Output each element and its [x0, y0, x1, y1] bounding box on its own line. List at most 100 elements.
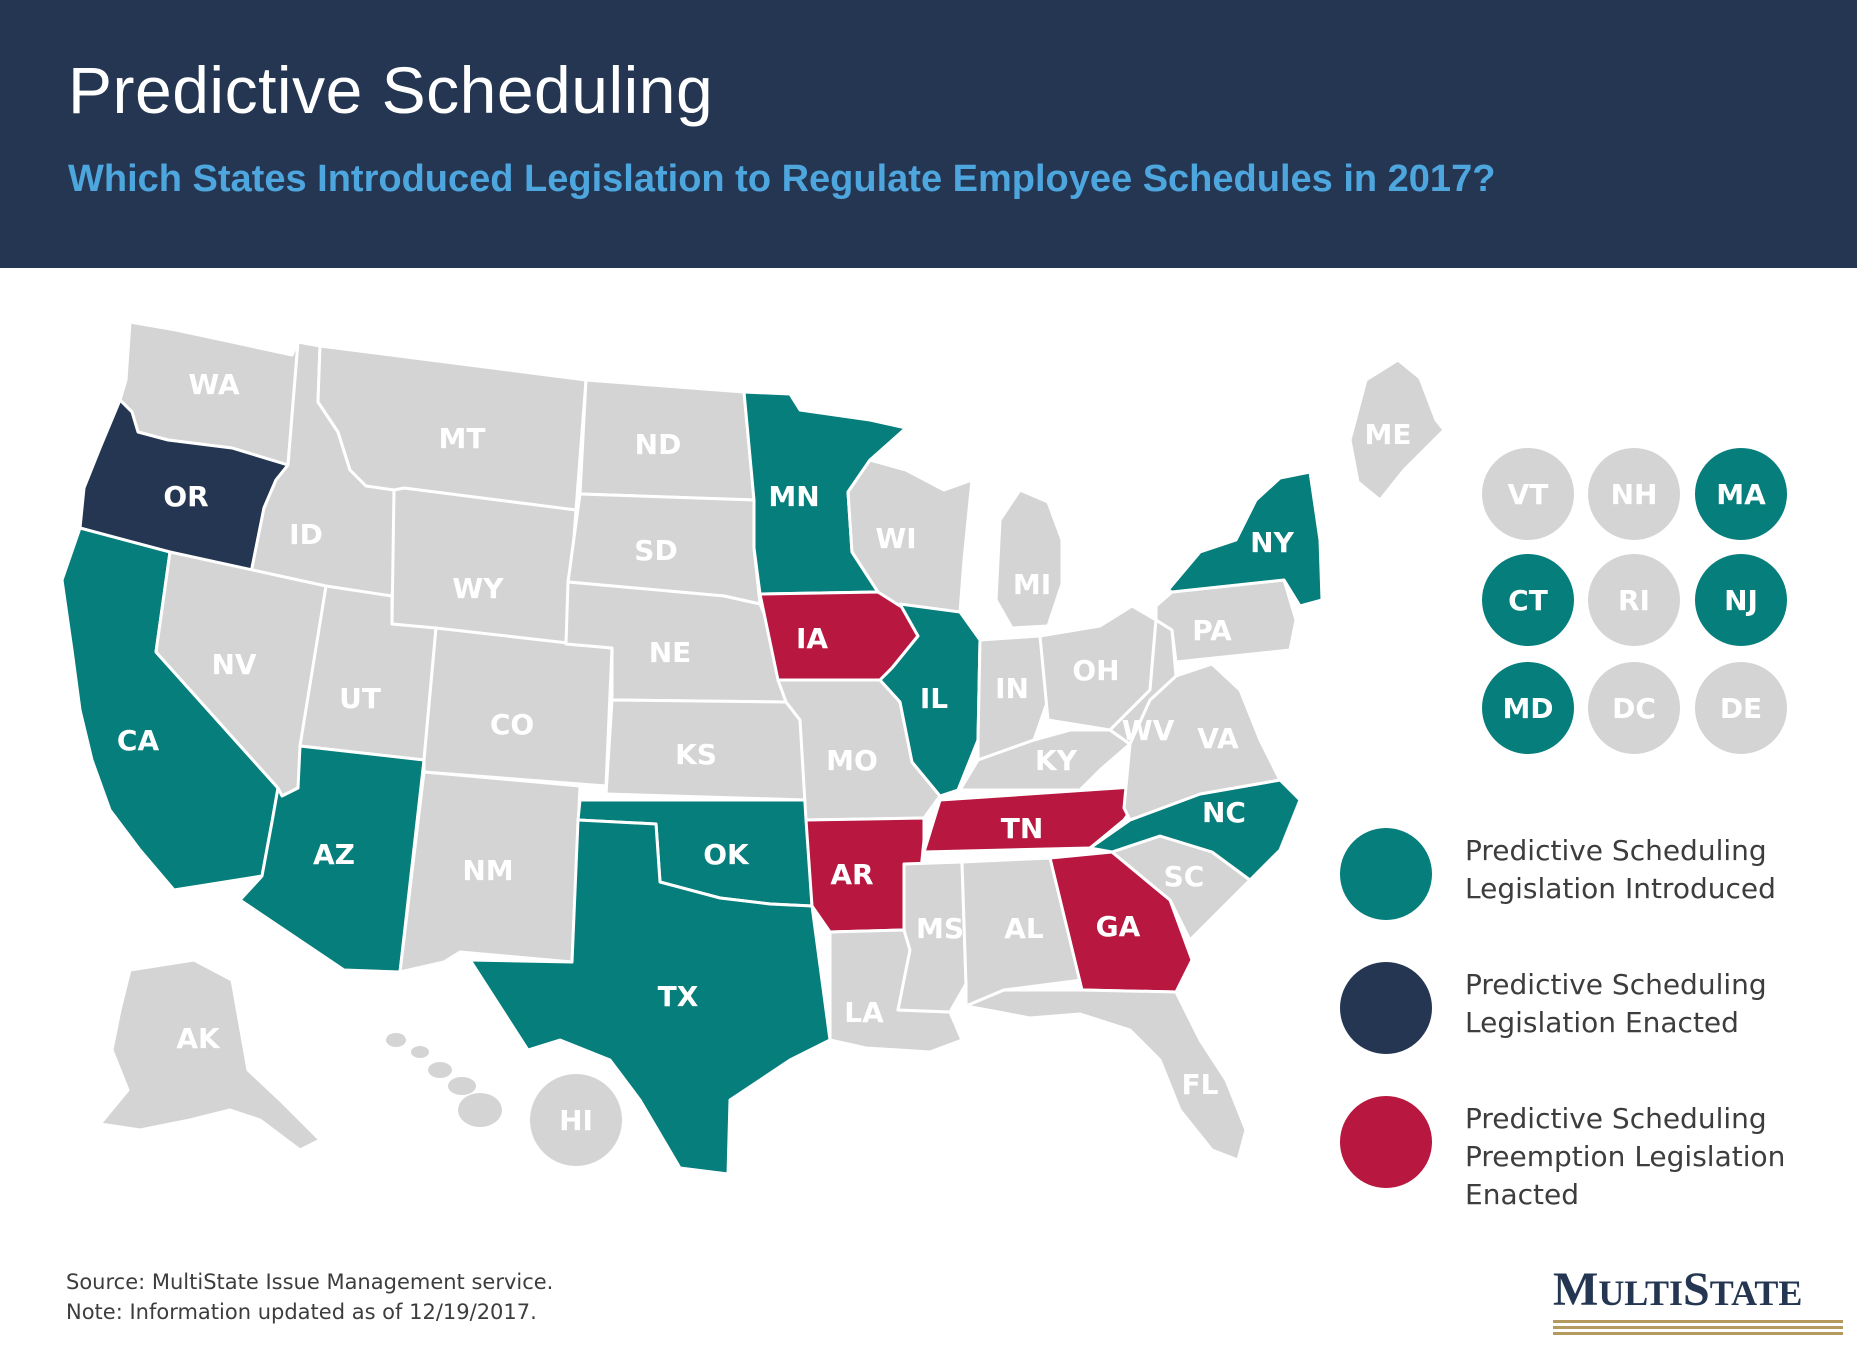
state-label-in: IN	[995, 672, 1029, 705]
state-label-nm: NM	[462, 854, 513, 887]
state-bubble-label-dc: DC	[1612, 692, 1656, 725]
state-label-al: AL	[1004, 912, 1044, 945]
state-label-tx: TX	[658, 980, 699, 1013]
state-label-id: ID	[289, 518, 323, 551]
legend-line: Preemption Legislation	[1465, 1140, 1786, 1173]
state-label-il: IL	[920, 682, 948, 715]
state-label-me: ME	[1365, 418, 1412, 451]
state-label-mi: MI	[1013, 568, 1051, 601]
state-bubble-nh	[1588, 448, 1680, 540]
state-label-wv: WV	[1122, 714, 1175, 747]
legend-swatch-enacted	[1340, 962, 1432, 1054]
state-label-wa: WA	[188, 368, 240, 401]
state-bubble-dc	[1588, 662, 1680, 754]
logo-wordmark: MULTISTATE	[1553, 1263, 1803, 1316]
state-label-ok: OK	[703, 838, 750, 871]
state-bubble-label-vt: VT	[1508, 478, 1549, 511]
state-bubble-label-nh: NH	[1611, 478, 1658, 511]
state-label-sd: SD	[634, 534, 677, 567]
state-label-ar: AR	[830, 858, 873, 891]
state-bubble-ma	[1695, 448, 1787, 540]
state-nm	[398, 770, 582, 974]
state-label-co: CO	[490, 708, 534, 741]
hawaii-island	[386, 1033, 406, 1047]
header-banner: Predictive Scheduling Which States Intro…	[0, 0, 1857, 268]
legend-text-enacted: Predictive Scheduling Legislation Enacte…	[1465, 966, 1805, 1042]
state-label-ks: KS	[675, 738, 717, 771]
legend-swatch-preemption	[1340, 1096, 1432, 1188]
legend-line: Predictive Scheduling	[1465, 1102, 1767, 1135]
state-label-or: OR	[163, 480, 208, 513]
legend-line: Predictive Scheduling	[1465, 834, 1767, 867]
state-ny	[1166, 470, 1324, 608]
state-label-ak: AK	[176, 1022, 221, 1055]
state-label-va: VA	[1197, 722, 1239, 755]
state-il	[878, 602, 982, 798]
state-label-fl: FL	[1182, 1068, 1219, 1101]
state-bubble-vt	[1482, 448, 1574, 540]
state-tn	[922, 784, 1150, 854]
state-ak	[98, 958, 322, 1152]
state-label-ny: NY	[1250, 526, 1294, 559]
state-label-tn: TN	[1001, 812, 1044, 845]
state-bubble-label-ma: MA	[1716, 478, 1766, 511]
legend-line: Legislation Introduced	[1465, 872, 1776, 905]
state-label-az: AZ	[313, 838, 355, 871]
hawaii-island	[411, 1046, 429, 1058]
state-bubble-label-hi: HI	[559, 1104, 593, 1137]
state-label-ms: MS	[916, 912, 964, 945]
state-label-ne: NE	[649, 636, 692, 669]
state-bubble-md	[1482, 662, 1574, 754]
legend-line: Predictive Scheduling	[1465, 968, 1767, 1001]
state-label-mn: MN	[768, 480, 819, 513]
state-fl	[964, 988, 1248, 1162]
state-bubble-label-de: DE	[1720, 692, 1762, 725]
legend-line: Enacted	[1465, 1178, 1579, 1211]
state-label-ia: IA	[796, 622, 828, 655]
state-bubble-label-ri: RI	[1618, 584, 1650, 617]
state-label-ky: KY	[1035, 744, 1078, 777]
state-me	[1348, 358, 1446, 502]
source-text: Source: MultiState Issue Management serv…	[66, 1270, 554, 1294]
legend-text-introduced: Predictive Scheduling Legislation Introd…	[1465, 832, 1805, 908]
state-mi	[994, 488, 1064, 630]
hawaii-island	[458, 1093, 502, 1127]
logo-stripes	[1553, 1320, 1843, 1335]
source-note: Source: MultiState Issue Management serv…	[66, 1267, 553, 1327]
state-label-la: LA	[844, 996, 884, 1029]
state-label-mo: MO	[826, 744, 878, 777]
state-bubble-label-nj: NJ	[1724, 584, 1758, 617]
page-title: Predictive Scheduling	[68, 53, 714, 127]
state-bubble-ct	[1482, 554, 1574, 646]
legend-line: Legislation Enacted	[1465, 1006, 1739, 1039]
state-bubble-label-ct: CT	[1508, 584, 1548, 617]
state-co	[422, 626, 614, 788]
multistate-logo: MULTISTATE	[1553, 1266, 1843, 1335]
state-label-sc: SC	[1164, 860, 1205, 893]
hawaii-island	[448, 1077, 476, 1095]
legend-swatch-introduced	[1340, 828, 1432, 920]
state-bubble-label-md: MD	[1502, 692, 1553, 725]
legend-text-preemption: Predictive Scheduling Preemption Legisla…	[1465, 1100, 1805, 1214]
state-label-wy: WY	[452, 572, 504, 605]
state-bubble-hi	[530, 1074, 622, 1166]
state-label-wi: WI	[875, 522, 916, 555]
state-label-ga: GA	[1096, 910, 1141, 943]
state-bubble-de	[1695, 662, 1787, 754]
state-label-mt: MT	[439, 422, 486, 455]
state-label-nc: NC	[1202, 796, 1246, 829]
state-bubble-ri	[1588, 554, 1680, 646]
state-wy	[390, 486, 578, 646]
page-subtitle: Which States Introduced Legislation to R…	[68, 158, 1496, 200]
state-label-nv: NV	[211, 648, 256, 681]
hawaii-island	[428, 1062, 452, 1078]
state-label-pa: PA	[1192, 614, 1232, 647]
state-tx	[468, 818, 832, 1176]
state-label-nd: ND	[635, 428, 682, 461]
update-note: Note: Information updated as of 12/19/20…	[66, 1300, 537, 1324]
state-bubble-nj	[1695, 554, 1787, 646]
state-label-ut: UT	[339, 682, 381, 715]
state-label-ca: CA	[117, 724, 160, 757]
state-label-oh: OH	[1072, 654, 1119, 687]
